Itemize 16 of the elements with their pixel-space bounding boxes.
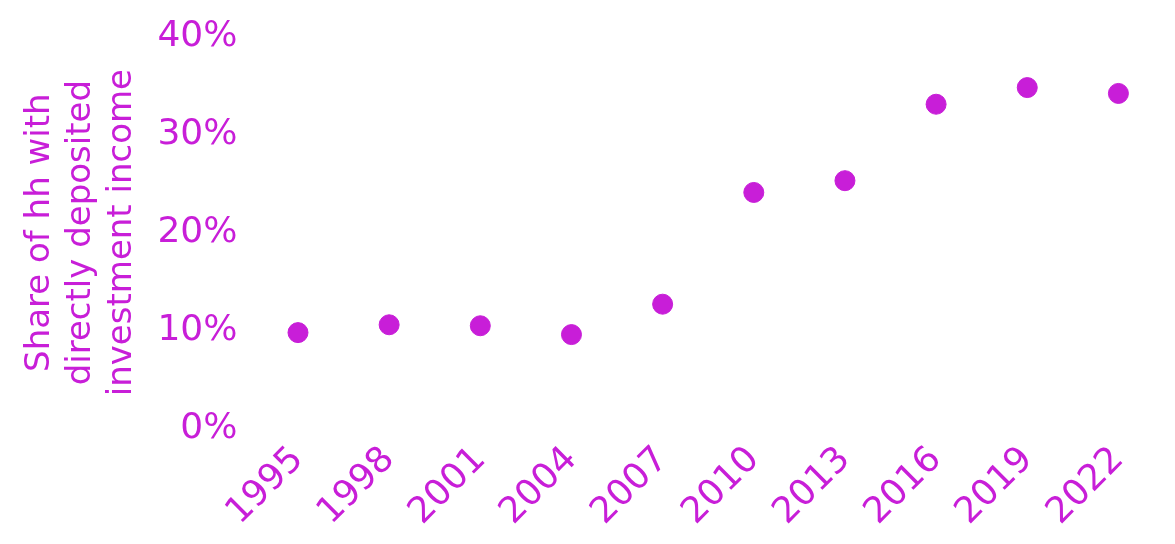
point — [560, 324, 582, 346]
point — [287, 322, 309, 344]
point — [1016, 77, 1038, 99]
point — [652, 293, 674, 315]
y-axis-title: Share of hh with directly deposited investment income — [17, 68, 139, 397]
point — [378, 314, 400, 336]
point — [925, 93, 947, 115]
point — [469, 315, 491, 337]
y-tick-label: 40% — [157, 12, 238, 54]
y-tick-label: 10% — [157, 307, 238, 349]
y-tick-label: 0% — [180, 405, 238, 447]
y-tick-label: 30% — [157, 110, 238, 152]
point — [834, 170, 856, 192]
point — [743, 181, 765, 203]
y-tick-label: 20% — [157, 208, 238, 250]
point — [1107, 82, 1129, 104]
